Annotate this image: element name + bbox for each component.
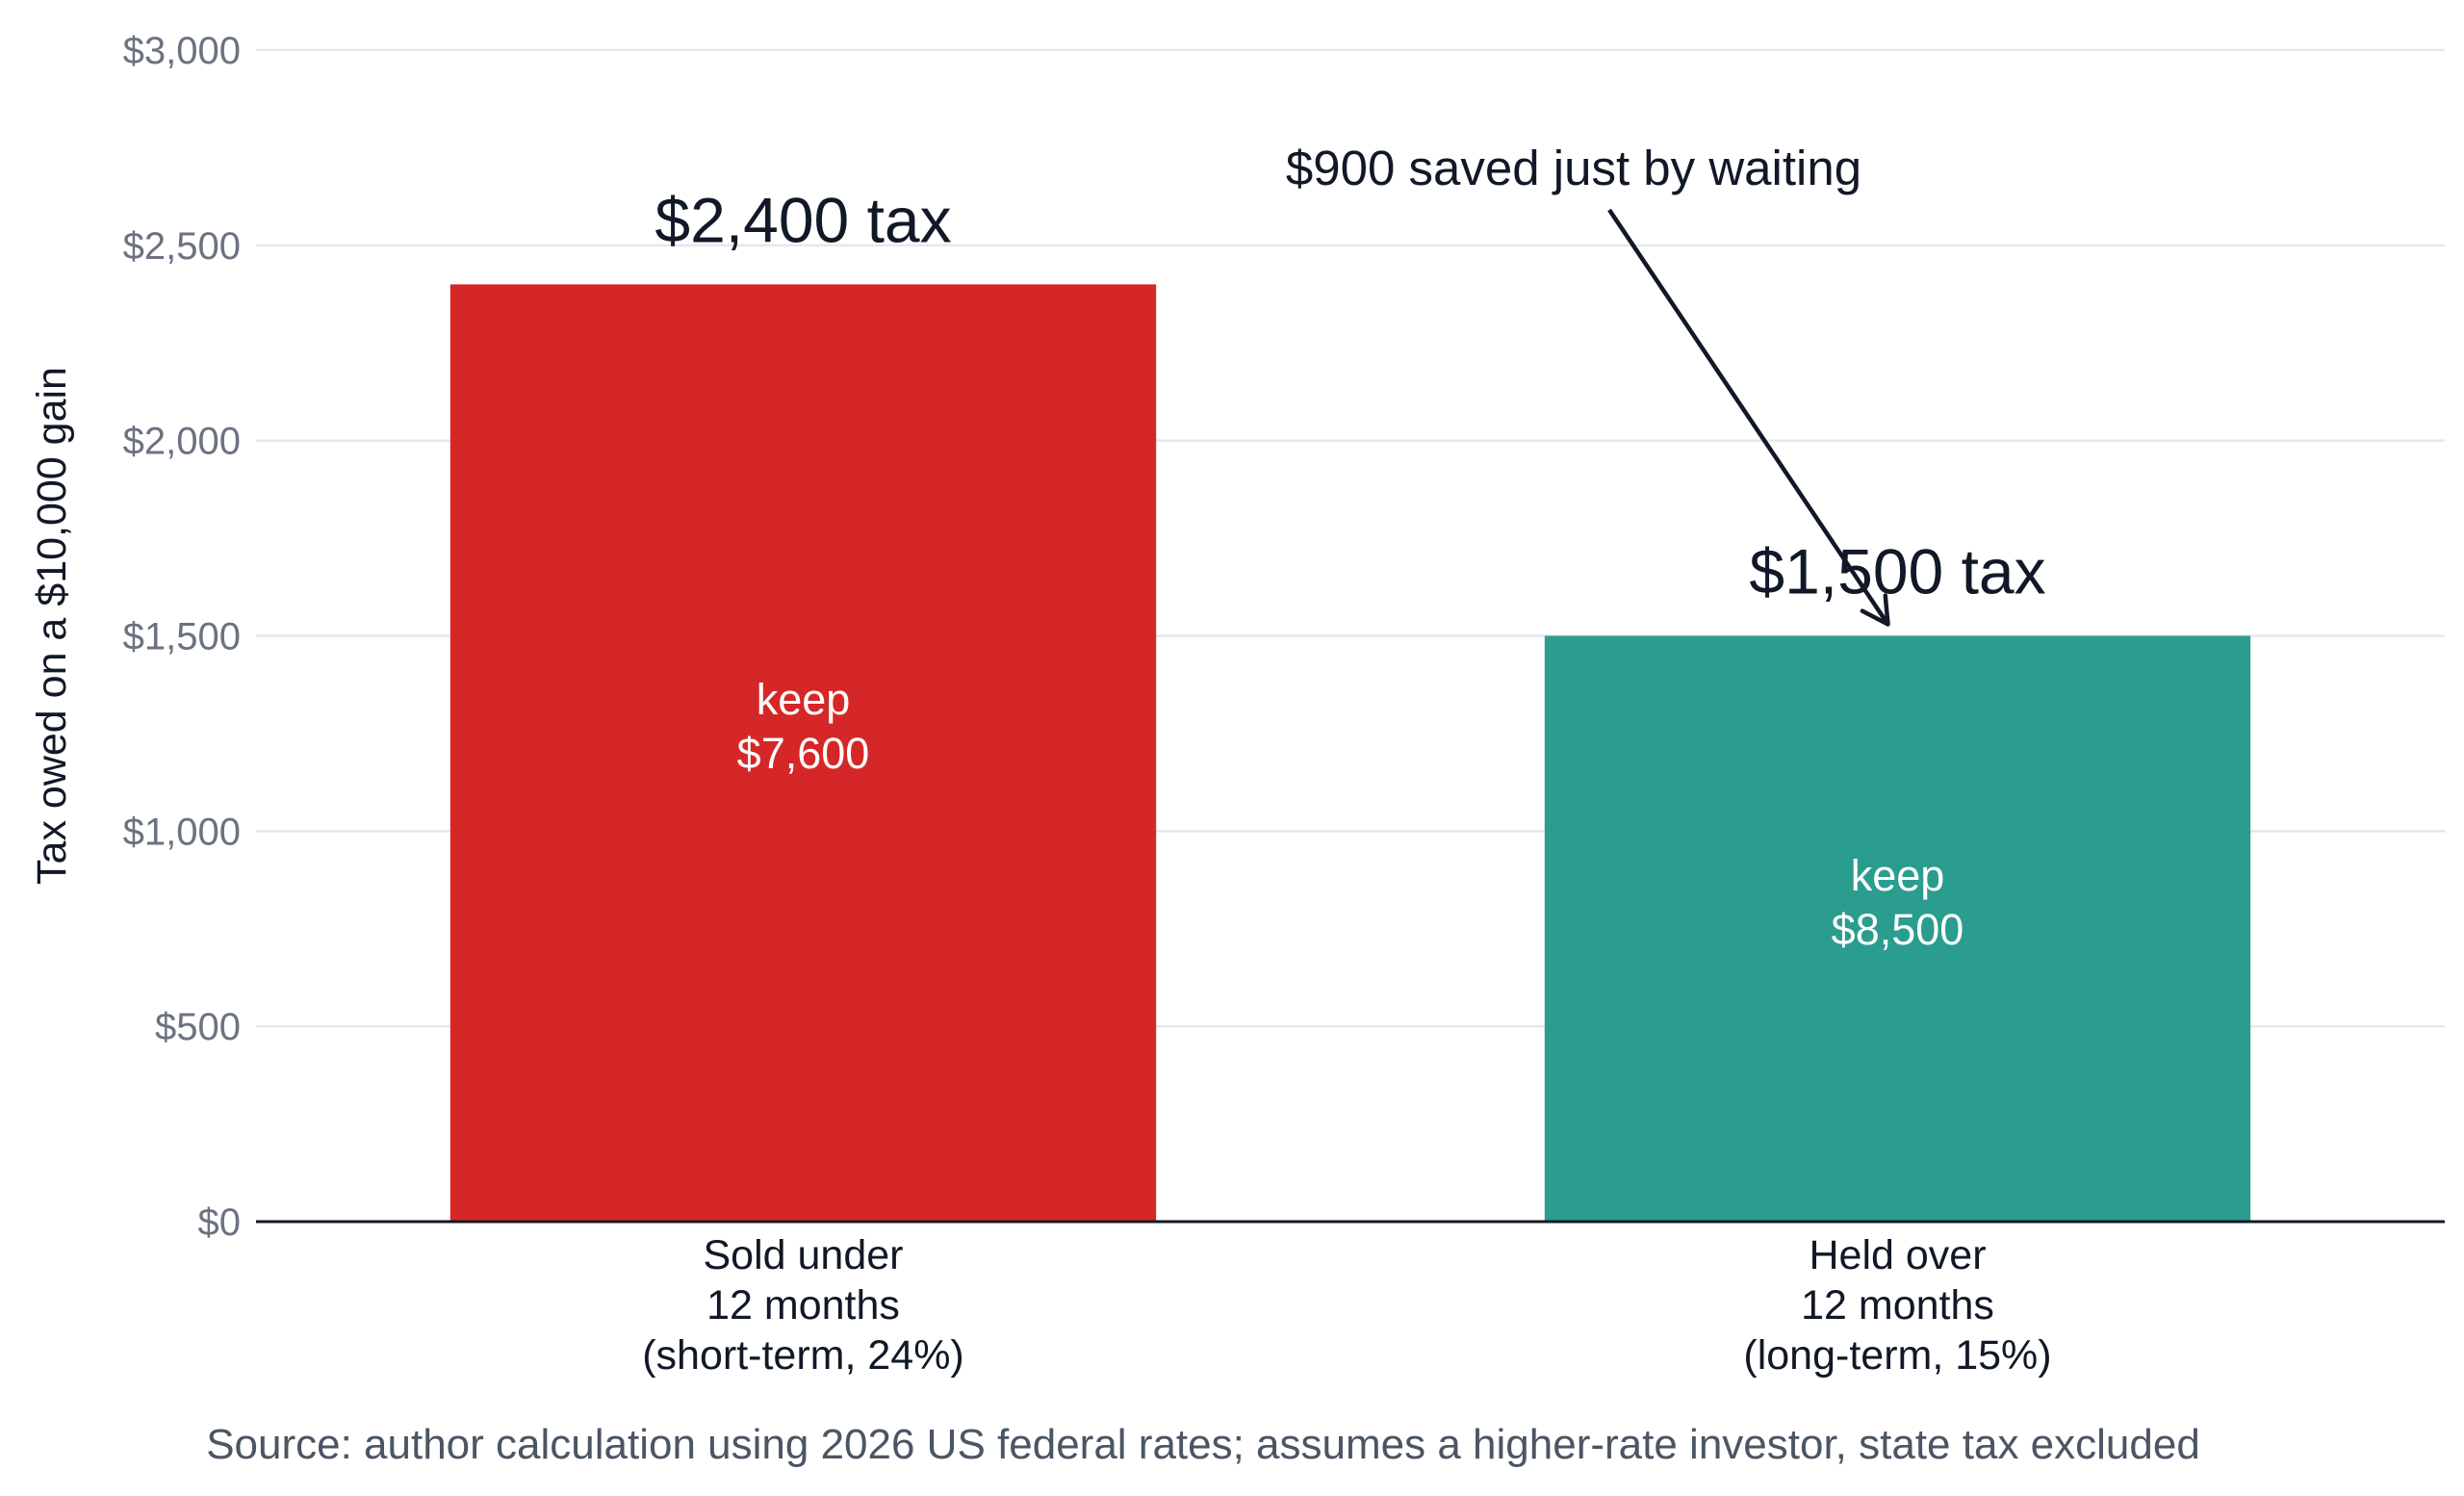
y-tick-label: $2,500 bbox=[123, 225, 241, 268]
x-category-label: Sold under bbox=[704, 1232, 904, 1278]
bar-inner-label: $7,600 bbox=[737, 729, 870, 778]
bar-short-term bbox=[449, 284, 1157, 1222]
y-tick-label: $0 bbox=[198, 1201, 242, 1244]
y-tick-label: $2,000 bbox=[123, 421, 241, 463]
x-category-label: 12 months bbox=[1801, 1282, 1994, 1328]
y-axis-ticks: $0 $500 $1,000 $1,500 $2,000 $2,500 $3,000 bbox=[123, 30, 241, 1244]
bar-long-term bbox=[1544, 635, 2251, 1222]
annotation-text: $900 saved just by waiting bbox=[1286, 141, 1861, 195]
y-tick-label: $500 bbox=[155, 1006, 241, 1048]
x-category-label: 12 months bbox=[706, 1282, 900, 1328]
source-note: Source: author calculation using 2026 US… bbox=[206, 1421, 2200, 1468]
bar-inner-label: keep bbox=[1851, 851, 1945, 900]
annotation-arrowhead bbox=[1860, 593, 1890, 627]
bar-inner-label: $8,500 bbox=[1832, 905, 1964, 954]
y-tick-label: $1,500 bbox=[123, 616, 241, 658]
y-tick-label: $1,000 bbox=[123, 811, 241, 853]
annotation-arrow bbox=[1607, 208, 1890, 626]
x-category-label: (long-term, 15%) bbox=[1743, 1332, 2051, 1379]
bar-value-label: $1,500 tax bbox=[1749, 536, 2045, 607]
y-axis-title: Tax owed on a $10,000 gain bbox=[29, 367, 75, 885]
bar-value-label: $2,400 tax bbox=[654, 184, 951, 255]
y-tick-label: $3,000 bbox=[123, 30, 241, 72]
bar-inner-label: keep bbox=[757, 675, 851, 724]
x-category-label: (short-term, 24%) bbox=[642, 1332, 964, 1379]
bars: $2,400 tax keep $7,600 $1,500 tax keep $8,500 bbox=[449, 184, 2251, 1222]
x-category-label: Held over bbox=[1809, 1232, 1986, 1278]
annotation: $900 saved just by waiting bbox=[1286, 141, 1890, 627]
